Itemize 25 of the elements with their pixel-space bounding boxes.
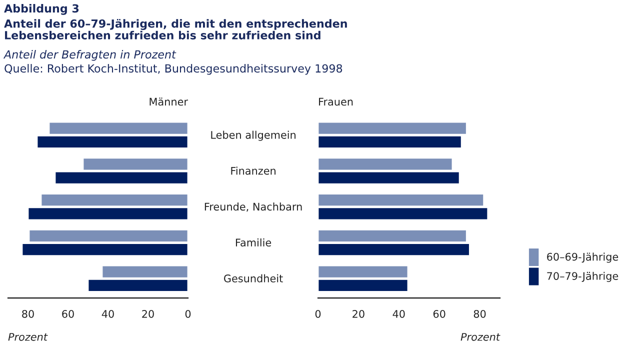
text: Abbildung 3 [4, 4, 79, 15]
legend-label: 70–79-Jährige [547, 272, 618, 282]
x-tick-label: 80 [474, 310, 486, 318]
text: Anteil der Befragten in Prozent [3, 50, 176, 61]
text: Anteil der 60–79-Jährigen, die mit den entsprechenden Lebensbereichen zufrieden bis sehr zufrieden sind [4, 19, 347, 40]
x-tick-label: 0 [315, 310, 321, 318]
x-tick-label: 80 [22, 310, 34, 318]
chart-title: Männer [150, 98, 188, 106]
y-tick-label: Gesundheit [224, 274, 283, 282]
x-tick-label: 0 [185, 310, 191, 318]
legend-label: 60–69-Jährige [547, 252, 618, 263]
y-tick-label: Freunde, Nachbarn [204, 202, 302, 212]
chart-title: Frauen [319, 98, 353, 106]
x-axis-title: Prozent [8, 333, 48, 341]
x-tick-label: 60 [62, 310, 74, 318]
y-tick-label: Familie [236, 238, 272, 246]
x-tick-label: 20 [142, 310, 154, 318]
x-tick-label: 40 [102, 310, 114, 318]
source-note: Quelle: Robert Koch-Institut, Bundesgesundheitssurvey 1998 [4, 64, 342, 75]
y-tick-label: Leben allgemein [211, 130, 296, 141]
x-tick-label: 20 [352, 310, 364, 318]
y-tick-label: Finanzen [231, 166, 276, 175]
x-tick-label: 60 [433, 310, 446, 318]
x-axis-title: Prozent [460, 333, 500, 341]
x-tick-label: 40 [392, 310, 405, 318]
